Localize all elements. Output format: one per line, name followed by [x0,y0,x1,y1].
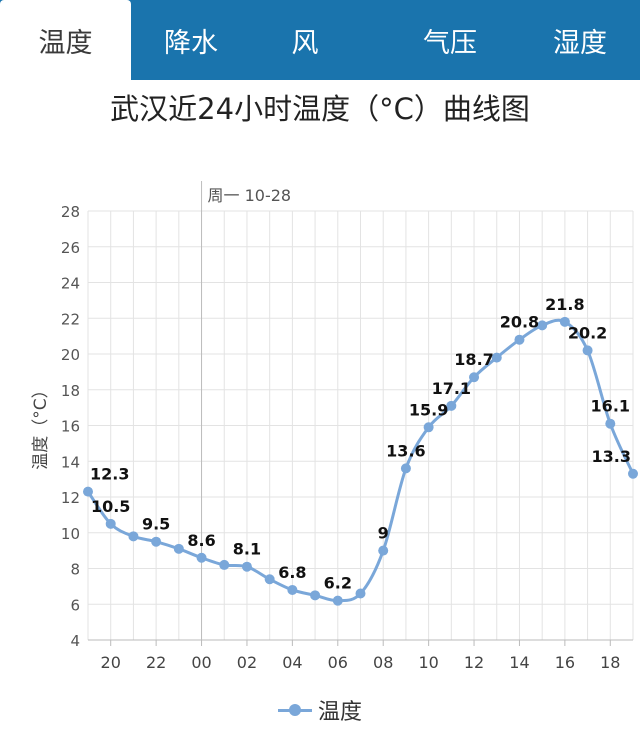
tab-humidity[interactable]: 湿度 [553,27,607,59]
data-point [605,418,616,429]
temperature-line-chart: 4 6 8 10 12 14 16 18 20 22 24 26 28 20 22 00 02 04 06 08 10 1… [31,181,638,672]
data-point [559,316,570,327]
x-tick-label: 18 [600,653,620,672]
chart-title: 武汉近24小时温度（°C）曲线图 [110,92,530,126]
x-tick-label: 06 [328,653,348,672]
x-tick-label: 10 [418,653,438,672]
tab-precipitation[interactable]: 降水 [164,27,218,59]
data-label: 16.1 [591,397,630,416]
y-tick-label: 4 [70,632,80,650]
x-tick-label: 04 [282,653,302,672]
x-tick-label: 12 [464,653,484,672]
date-marker-label: 周一 10-28 [208,186,292,205]
x-tick-label: 20 [101,653,121,672]
x-tick-label: 14 [509,653,529,672]
data-point [219,559,230,570]
data-point [514,334,525,345]
data-point [491,352,502,363]
data-label: 9 [378,524,389,543]
y-tick-label: 12 [61,489,80,507]
y-tick-label: 22 [61,310,80,328]
y-tick-label: 20 [61,346,80,364]
data-label: 20.2 [568,323,607,342]
legend-line-marker-icon [277,700,312,720]
data-point [400,463,411,474]
x-tick-label: 16 [555,653,575,672]
tab-temperature[interactable]: 温度 [0,0,131,80]
data-point [128,531,139,542]
data-point [264,574,275,585]
data-label: 9.5 [142,515,170,534]
y-tick-label: 16 [61,418,80,436]
data-label: 6.2 [324,574,352,593]
data-label: 12.3 [90,465,129,484]
data-label: 13.3 [592,447,631,466]
x-tick-label: 08 [373,653,393,672]
y-tick-label: 14 [61,453,80,471]
data-point [582,345,593,356]
x-tick-label: 22 [146,653,166,672]
data-label: 20.8 [500,313,539,332]
data-label: 21.8 [545,295,584,314]
y-tick-label: 28 [61,203,80,221]
data-point [196,552,207,563]
tab-wind[interactable]: 风 [291,27,319,59]
data-point [105,518,116,529]
x-tick-label: 00 [191,653,211,672]
data-label: 8.1 [233,540,261,559]
data-point [378,545,389,556]
chart-legend[interactable]: 温度 [0,690,640,730]
tab-pressure[interactable]: 气压 [423,27,477,59]
y-tick-label: 26 [61,239,80,257]
data-label: 17.1 [432,379,471,398]
y-tick-label: 24 [61,275,80,293]
data-point [173,543,184,554]
data-point [151,536,162,547]
data-point [628,468,638,479]
y-tick-label: 18 [61,382,80,400]
y-tick-label: 10 [61,525,80,543]
data-label: 8.6 [187,531,215,550]
data-label: 10.5 [91,497,130,516]
data-label: 13.6 [386,441,425,460]
data-point [355,588,366,599]
data-point [241,561,252,572]
y-axis-title: 温度（°C） [31,381,51,469]
data-point [310,590,321,601]
tab-bar: 温度 降水 风 气压 湿度 [0,0,640,80]
data-label: 18.7 [454,350,493,369]
x-tick-label: 02 [237,653,257,672]
legend-label: 温度 [317,700,362,725]
data-point [446,400,457,411]
y-tick-label: 8 [70,561,80,579]
data-point [83,486,93,497]
data-point [287,584,298,595]
data-label: 15.9 [409,400,448,419]
data-point [423,422,434,433]
data-point [469,372,480,383]
data-label: 6.8 [278,563,306,582]
y-tick-label: 6 [70,596,80,614]
data-point [537,320,548,331]
data-point [332,595,343,606]
